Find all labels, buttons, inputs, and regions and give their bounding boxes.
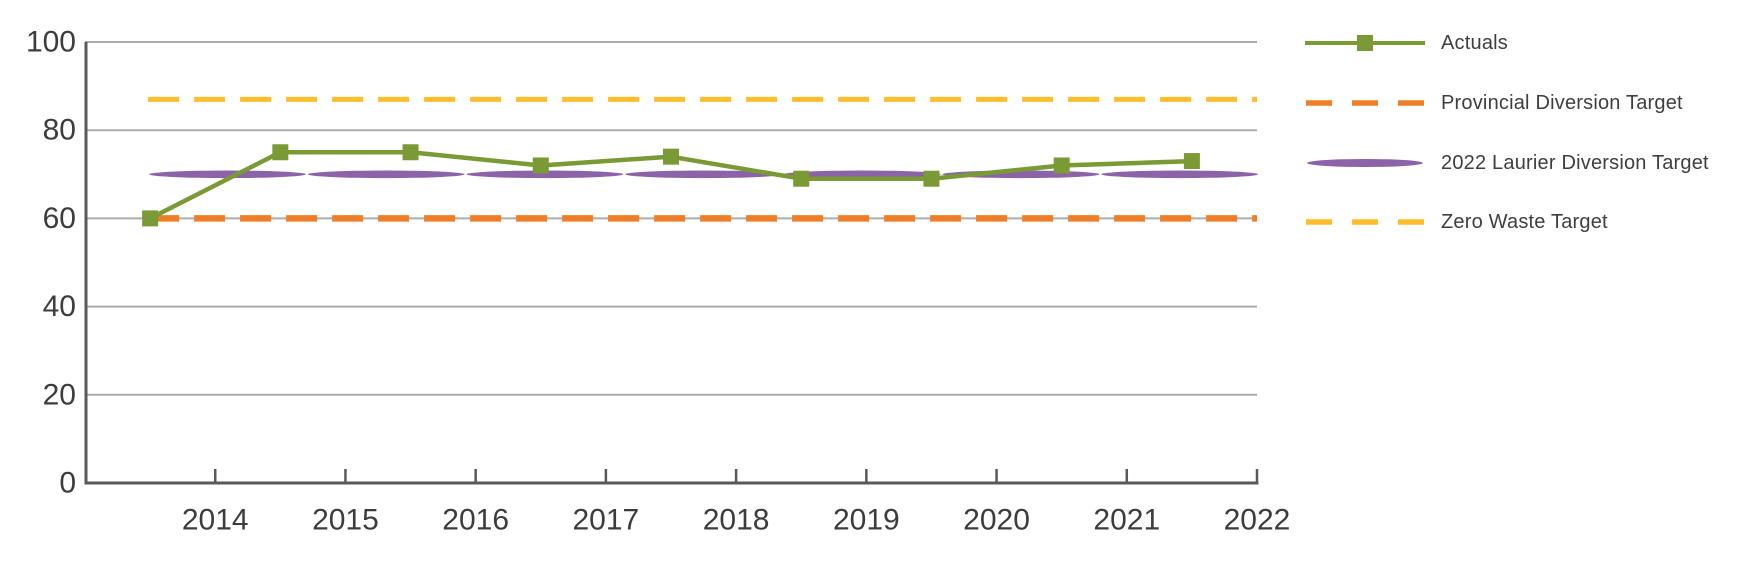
x-tick-label-2019: 2019 bbox=[833, 504, 900, 537]
legend-item-laurier-diversion-target: 2022 Laurier Diversion Target bbox=[1305, 133, 1709, 193]
actuals-marker-2014 bbox=[142, 210, 159, 227]
actuals-marker-2018 bbox=[663, 148, 679, 165]
x-tick-label-2016: 2016 bbox=[442, 504, 509, 537]
y-tick-label-80: 80 bbox=[43, 114, 76, 147]
actuals-marker-2022 bbox=[1183, 153, 1200, 170]
laurier-target-legend-marker-icon bbox=[1305, 153, 1425, 173]
legend-label-laurier-diversion-target: 2022 Laurier Diversion Target bbox=[1441, 151, 1709, 174]
y-tick-label-20: 20 bbox=[43, 378, 76, 411]
y-tick-label-100: 100 bbox=[26, 26, 76, 59]
legend-marker-glyph bbox=[1307, 159, 1423, 167]
provincial-target-legend-marker-icon bbox=[1305, 93, 1425, 113]
legend-item-zero-waste-target: Zero Waste Target bbox=[1305, 192, 1608, 252]
tapered-dash bbox=[1101, 170, 1258, 179]
actuals-marker-2021 bbox=[1053, 157, 1070, 174]
x-tick-label-2014: 2014 bbox=[182, 504, 249, 537]
y-tick-label-40: 40 bbox=[43, 290, 76, 323]
x-tick-label-2017: 2017 bbox=[573, 504, 640, 537]
tapered-dash bbox=[783, 170, 941, 179]
actuals-legend-marker-icon bbox=[1305, 33, 1425, 53]
tapered-dash bbox=[466, 170, 624, 179]
x-tick-label-2015: 2015 bbox=[312, 504, 379, 537]
2022-laurier-diversion-target-line bbox=[149, 170, 1258, 179]
x-tick-label-2021: 2021 bbox=[1093, 504, 1160, 537]
tapered-dash bbox=[149, 170, 306, 179]
legend-marker-glyph bbox=[1305, 35, 1425, 51]
actuals-marker-2017 bbox=[532, 157, 549, 174]
y-tick-label-60: 60 bbox=[43, 202, 76, 235]
legend-label-zero-waste-target: Zero Waste Target bbox=[1441, 210, 1608, 233]
actuals-marker-2016 bbox=[402, 144, 419, 161]
actuals-marker-2020 bbox=[923, 170, 940, 187]
tapered-dash bbox=[307, 170, 465, 179]
legend-item-actuals: Actuals bbox=[1305, 13, 1508, 73]
legend-marker-glyph bbox=[1306, 219, 1425, 225]
y-tick-label-0: 0 bbox=[59, 467, 76, 500]
x-tick-label-2022: 2022 bbox=[1224, 504, 1291, 537]
legend-label-actuals: Actuals bbox=[1441, 31, 1508, 54]
actuals-marker-2015 bbox=[272, 144, 289, 161]
x-tick-label-2018: 2018 bbox=[703, 504, 770, 537]
zero-waste-legend-marker-icon bbox=[1305, 212, 1425, 232]
legend-marker-glyph bbox=[1306, 100, 1425, 106]
actuals-marker-2019 bbox=[793, 170, 810, 187]
legend-item-provincial-diversion-target: Provincial Diversion Target bbox=[1305, 73, 1683, 133]
legend-label-provincial-diversion-target: Provincial Diversion Target bbox=[1441, 91, 1683, 114]
x-tick-label-2020: 2020 bbox=[963, 504, 1030, 537]
tapered-dash bbox=[625, 170, 782, 179]
